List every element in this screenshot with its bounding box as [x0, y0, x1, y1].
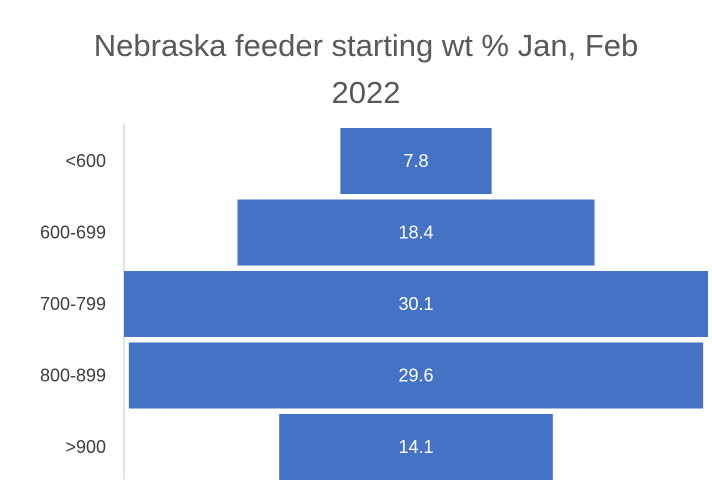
bar [279, 414, 553, 480]
bar [124, 271, 708, 337]
category-label: >900 [65, 437, 106, 457]
data-label: 14.1 [398, 437, 433, 457]
category-label: 600-699 [40, 222, 106, 242]
category-label: 800-899 [40, 365, 106, 385]
category-label: 700-799 [40, 294, 106, 314]
data-label: 7.8 [403, 151, 428, 171]
bar [237, 199, 595, 266]
data-label: 29.6 [398, 365, 433, 385]
data-label: 18.4 [398, 222, 433, 242]
bar [340, 128, 492, 194]
chart-title: Nebraska feeder starting wt % Jan, Feb 2… [93, 28, 639, 110]
bar [128, 342, 704, 409]
data-label: 30.1 [398, 294, 433, 314]
category-label: <600 [65, 151, 106, 171]
